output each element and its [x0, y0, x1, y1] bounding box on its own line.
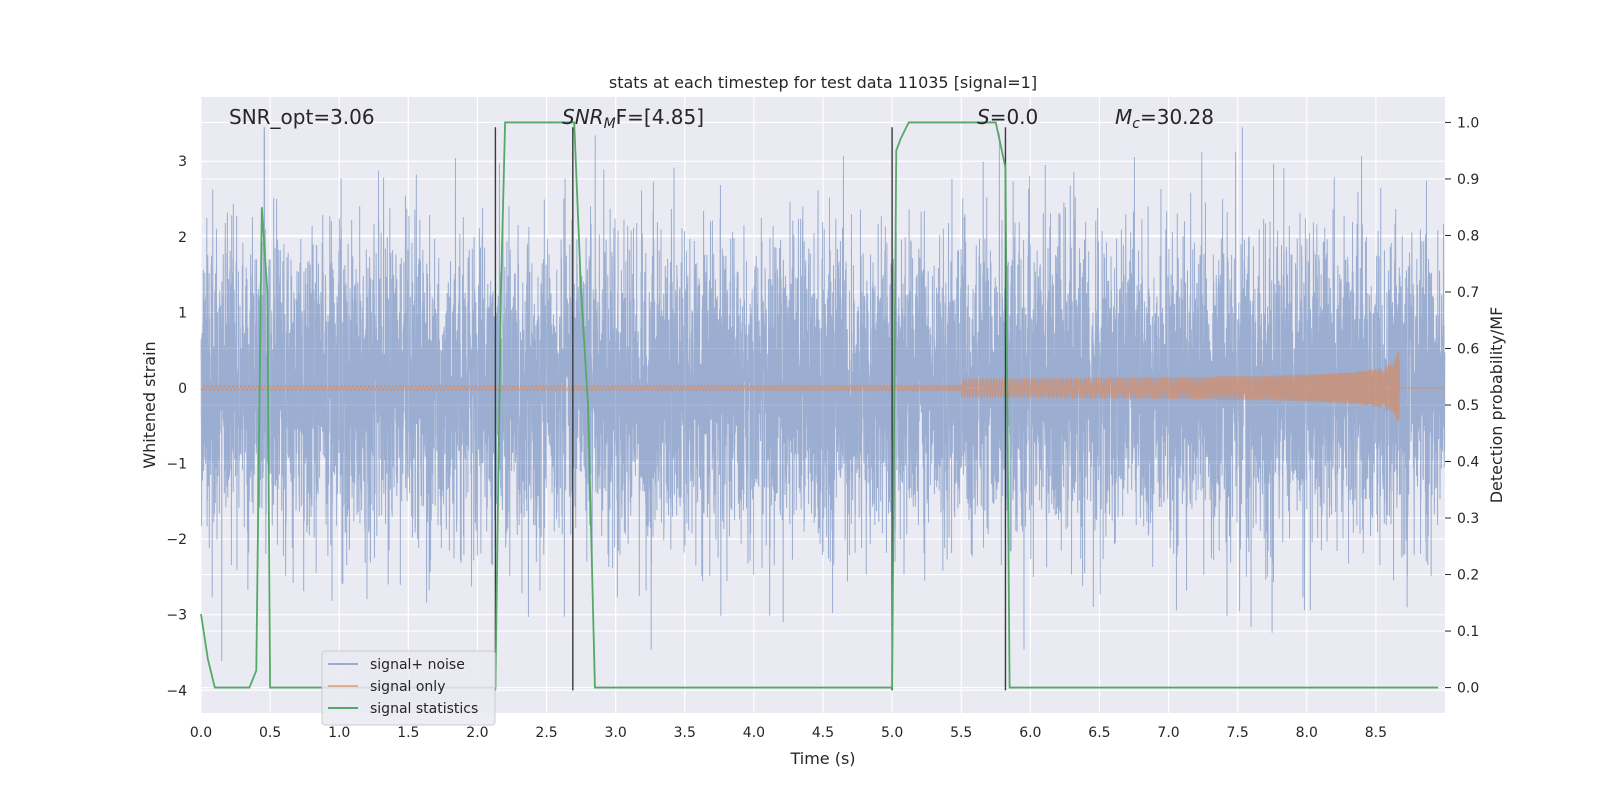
y-tick-label: 2	[178, 230, 187, 246]
y-right-tick-label: 0.0	[1457, 681, 1479, 697]
signal-only-line	[200, 351, 1445, 422]
y-tick-label: −1	[166, 457, 187, 473]
y-right-tick-label: 0.4	[1457, 455, 1479, 471]
annotation-mc: Mc=30.28	[1115, 105, 1214, 132]
signal-plus-noise-line	[200, 127, 1446, 662]
x-tick-label: 6.0	[1019, 725, 1041, 741]
x-tick-label: 2.0	[466, 725, 488, 741]
legend-label-stats: signal statistics	[370, 701, 478, 717]
y-tick-label: −2	[166, 532, 187, 548]
x-tick-label: 0.0	[190, 725, 212, 741]
x-tick-label: 5.0	[881, 725, 903, 741]
x-tick-label: 5.5	[950, 725, 972, 741]
y-right-tick-label: 0.7	[1457, 285, 1479, 301]
x-tick-label: 4.5	[812, 725, 834, 741]
y-right-tick-label: 0.9	[1457, 172, 1479, 188]
y-tick-label: −4	[166, 683, 187, 699]
y-tick-label: 1	[178, 305, 187, 321]
signal-statistics-line	[200, 121, 1439, 689]
x-tick-label: 8.5	[1365, 725, 1387, 741]
legend: signal+ noise signal only signal statist…	[321, 650, 496, 726]
x-tick-label: 6.5	[1088, 725, 1110, 741]
legend-box	[321, 650, 496, 726]
legend-label-signal: signal only	[370, 679, 445, 695]
x-tick-label: 3.0	[605, 725, 627, 741]
y-right-tick-label: 1.0	[1457, 115, 1479, 131]
annotation-snr-opt: SNR_opt=3.06	[229, 105, 375, 129]
x-tick-label: 7.0	[1157, 725, 1179, 741]
signal-only-series	[200, 351, 1445, 422]
x-tick-label: 2.5	[535, 725, 557, 741]
y-right-tick-label: 0.5	[1457, 398, 1479, 414]
x-tick-label: 4.0	[743, 725, 765, 741]
chart-title: stats at each timestep for test data 110…	[609, 73, 1037, 92]
x-tick-label: 1.0	[328, 725, 350, 741]
x-tick-label: 7.5	[1227, 725, 1249, 741]
y-right-tick-label: 0.6	[1457, 341, 1479, 357]
annotation-snr-mf: SNRMF=[4.85]	[562, 105, 704, 132]
y-tick-label: 0	[178, 381, 187, 397]
y-right-tick-label: 0.2	[1457, 568, 1479, 584]
x-tick-label: 3.5	[674, 725, 696, 741]
y-tick-label: −3	[166, 608, 187, 624]
y-axis-label: Whitened strain	[140, 341, 159, 468]
y-tick-label: 3	[178, 154, 187, 170]
y-axis-right-label: Detection probability/MF	[1487, 307, 1506, 504]
x-axis-label: Time (s)	[789, 749, 855, 768]
y-right-tick-label: 0.1	[1457, 624, 1479, 640]
x-tick-label: 1.5	[397, 725, 419, 741]
x-tick-label: 0.5	[259, 725, 281, 741]
signal-statistics-series	[200, 121, 1439, 689]
legend-label-noise: signal+ noise	[370, 657, 465, 673]
y-right-tick-label: 0.3	[1457, 511, 1479, 527]
annotation-s: S=0.0	[977, 105, 1038, 129]
y-right-tick-label: 0.8	[1457, 228, 1479, 244]
noise-series	[200, 127, 1446, 662]
x-tick-label: 8.0	[1296, 725, 1318, 741]
